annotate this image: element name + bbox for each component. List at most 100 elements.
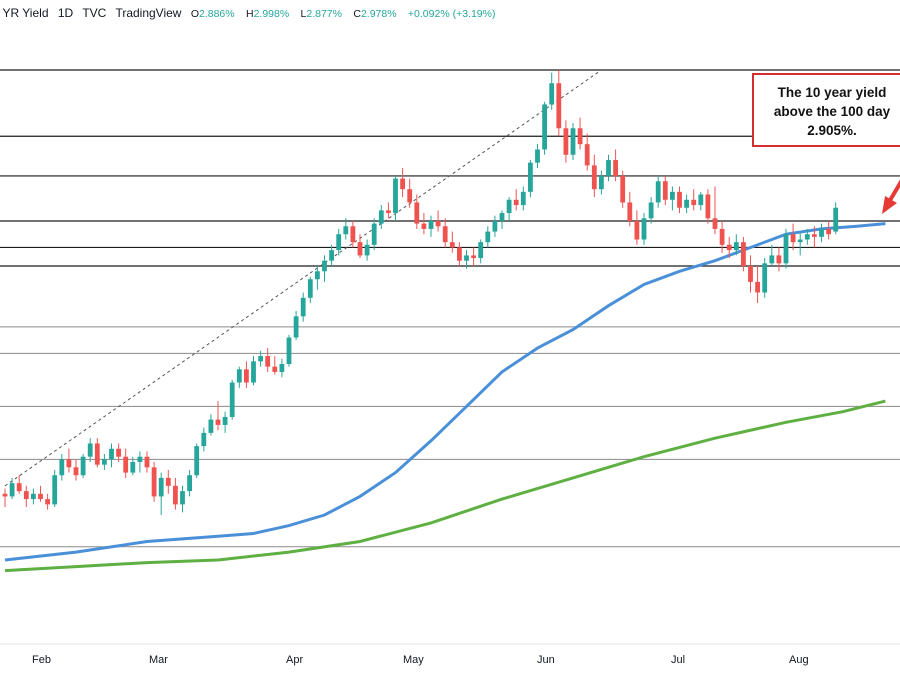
candle-body — [691, 199, 697, 206]
candle-body — [790, 234, 796, 243]
candle-body — [31, 493, 36, 500]
candlesticks — [2, 70, 839, 515]
candle-body — [336, 234, 342, 251]
candle-body — [670, 191, 675, 200]
candle-body — [748, 266, 753, 282]
candle-body — [648, 202, 654, 219]
candle-body — [244, 369, 249, 383]
candle-body — [94, 443, 100, 465]
candle-body — [229, 382, 235, 417]
candle-body — [478, 242, 484, 259]
candle-body — [620, 175, 626, 203]
candle-body — [414, 202, 420, 224]
candle-body — [293, 316, 299, 338]
candle-body — [300, 297, 306, 317]
candle-body — [307, 279, 313, 298]
candle-body — [265, 356, 271, 367]
candle-body — [251, 361, 256, 383]
trendline-layer — [4, 69, 602, 487]
candle-body — [804, 234, 810, 240]
candle-body — [819, 228, 824, 237]
x-tick-label: Apr — [286, 654, 303, 666]
close-value: 2.978% — [360, 8, 397, 20]
candle-body — [684, 199, 689, 208]
moving-averages — [4, 222, 886, 573]
candle-body — [350, 226, 356, 243]
candle-body — [762, 263, 768, 293]
x-tick-label: Feb — [32, 654, 51, 666]
x-tick-label: May — [403, 654, 424, 666]
low-label: L — [300, 8, 307, 20]
candle-body — [833, 207, 839, 232]
candle-body — [73, 467, 79, 476]
candle-body — [407, 189, 413, 203]
candle-body — [258, 356, 263, 362]
interval[interactable]: 1D — [57, 6, 74, 20]
candle-body — [165, 477, 171, 486]
candle-body — [144, 456, 150, 468]
candle-body — [222, 416, 228, 425]
candle-body — [733, 242, 739, 251]
candle-body — [627, 202, 633, 221]
candle-body — [66, 459, 72, 468]
candle-body — [513, 199, 519, 206]
candle-body — [662, 181, 668, 200]
candle-body — [755, 281, 760, 293]
candle-body — [826, 228, 831, 235]
candle-body — [464, 255, 469, 261]
candle-body — [421, 223, 427, 229]
candle-body — [577, 128, 583, 145]
candle-body — [322, 260, 327, 272]
candle-body — [570, 128, 576, 155]
open-value: 2.886% — [199, 8, 235, 20]
candle-body — [130, 462, 136, 473]
candle-body — [591, 165, 597, 190]
candle-body — [471, 255, 476, 259]
candle-body — [45, 499, 50, 505]
candle-body — [528, 162, 533, 192]
symbol-name[interactable]: 10 YR Yield — [0, 6, 49, 20]
candle-body — [393, 178, 398, 214]
candle-body — [272, 366, 278, 372]
low-value: 2.877% — [306, 8, 342, 20]
candle-body — [116, 448, 121, 457]
candle-body — [59, 459, 65, 476]
candle-body — [180, 491, 185, 505]
candle-body — [741, 242, 746, 266]
candle-body — [38, 493, 43, 500]
x-tick-label: Jun — [537, 654, 555, 666]
candle-body — [400, 178, 405, 190]
candle-body — [712, 218, 718, 229]
candle-body — [705, 194, 711, 219]
candle-body — [371, 223, 377, 245]
candle-body — [378, 210, 384, 224]
candle-body — [102, 459, 107, 465]
candle-body — [364, 244, 370, 256]
candle-body — [286, 337, 292, 364]
x-tick-label: Aug — [789, 654, 809, 666]
candle-body — [137, 456, 143, 462]
candle-body — [52, 475, 58, 505]
candle-body — [499, 213, 505, 221]
ohlc-close: C2.978% — [353, 8, 402, 20]
candle-body — [123, 456, 129, 473]
candle-body — [87, 443, 93, 457]
candle-body — [158, 477, 164, 497]
candle-body — [776, 255, 782, 264]
candle-body — [343, 226, 349, 235]
candle-body — [719, 228, 725, 245]
callout-arrow — [882, 179, 900, 214]
candle-body — [80, 456, 86, 476]
candle-body — [208, 419, 214, 433]
candle-body — [769, 255, 775, 264]
candle-body — [492, 220, 498, 232]
candle-body — [9, 483, 15, 497]
ohlc-high: H2.998% — [246, 8, 295, 20]
dashed-trendline — [4, 69, 602, 487]
candle-body — [442, 226, 448, 243]
x-tick-label: Jul — [671, 654, 685, 666]
candle-body — [563, 128, 569, 155]
x-tick-label: Mar — [149, 654, 168, 666]
candle-body — [641, 218, 647, 240]
